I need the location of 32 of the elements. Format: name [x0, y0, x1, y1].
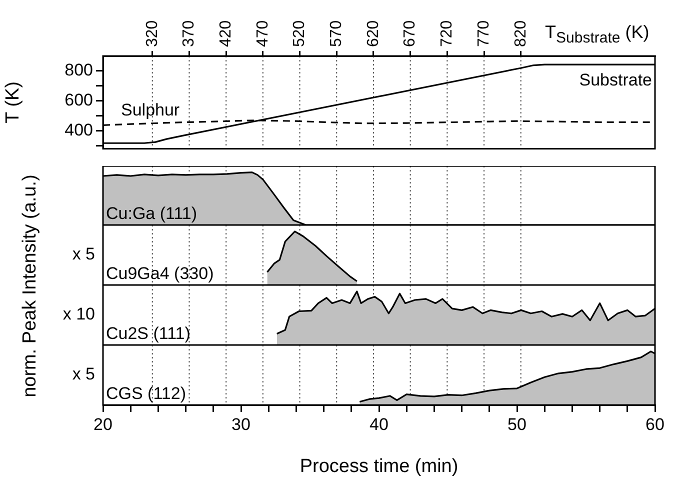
x2-tick-label: 620	[364, 20, 382, 47]
text: x 10	[62, 304, 95, 324]
x-tick-label: 20	[94, 414, 112, 434]
x2-axis-title: T$_{Substrate}$ (K)	[545, 22, 650, 47]
y-axis-title: norm. Peak Intensity (a.u.)	[18, 174, 41, 397]
x-tick-label: 50	[508, 414, 526, 434]
x-tick-label: 30	[232, 414, 250, 434]
x2-tick-label: 820	[512, 20, 530, 47]
text: x 5	[72, 244, 95, 264]
y-tick-label: 600	[64, 90, 93, 110]
x-tick-label: 60	[646, 414, 664, 434]
series-label: Substrate	[579, 70, 652, 90]
x2-tick-label: 770	[475, 20, 492, 47]
x-tick-label: 40	[370, 414, 388, 434]
series-label: Cu:Ga (111)	[106, 204, 198, 223]
series-label: Sulphur	[121, 100, 180, 120]
y-tick-label: 800	[64, 60, 93, 80]
text: CGS (112)	[106, 384, 186, 403]
x2-tick-label: 470	[254, 20, 272, 47]
x2-tick-label: 670	[402, 20, 419, 47]
text: x 5	[72, 364, 95, 384]
text: Cu2S (111)	[106, 324, 190, 343]
x-axis-title: Process time (min)	[300, 456, 458, 477]
y-tick-label: 400	[64, 120, 93, 140]
y-axis-title: T (K)	[2, 81, 24, 124]
x2-tick-label: 520	[291, 20, 308, 47]
text: Cu9Ga4 (330)	[106, 264, 214, 283]
x2-tick-label: 370	[180, 20, 198, 47]
x2-tick-label: 570	[328, 20, 346, 47]
x2-tick-label: 420	[217, 20, 234, 47]
x2-tick-label: 720	[438, 20, 456, 47]
x2-tick-label: 320	[144, 20, 161, 47]
